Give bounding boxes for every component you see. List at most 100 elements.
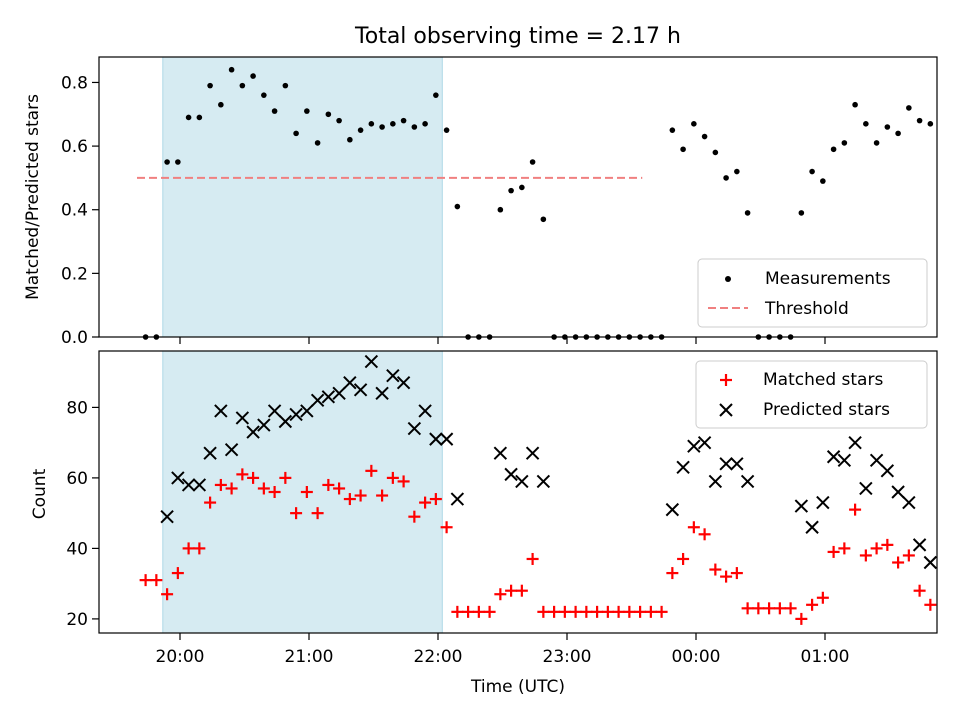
matched-star-point [709, 563, 722, 576]
matched-star-point [902, 549, 915, 562]
measurement-point [508, 187, 514, 194]
matched-star-point [580, 605, 593, 618]
legend-matched-marker [720, 374, 732, 386]
matched-star-point [655, 605, 668, 618]
predicted-star-point [504, 467, 518, 482]
matched-star-point [429, 493, 442, 506]
measurement-point [325, 111, 332, 118]
measurement-point [884, 124, 891, 130]
predicted-star-point [289, 407, 303, 422]
x-tick-label: 00:00 [672, 647, 721, 667]
predicted-star-point [730, 457, 744, 471]
matched-star-point [548, 605, 561, 618]
matched-star-point [161, 588, 174, 601]
matched-star-point [300, 486, 313, 498]
predicted-star-point [160, 509, 174, 524]
matched-star-point [408, 510, 421, 523]
measurement-point [863, 121, 869, 127]
predicted-star-point [697, 435, 712, 450]
measurement-point [218, 101, 224, 108]
measurement-point [680, 146, 686, 153]
top-panel: 0.0 0.2 0.4 0.6 0.8 Total observing time = 2… [23, 24, 938, 348]
measurement-point [669, 127, 676, 133]
matched-star-point [279, 471, 292, 484]
predicted-star-point [859, 481, 873, 496]
predicted-star-point [321, 390, 336, 404]
top-shaded-span [162, 56, 443, 338]
predicted-star-point [439, 432, 454, 446]
matched-star-point [150, 574, 163, 587]
bottom-x-ticks: 20:00 21:00 22:00 23:00 00:00 01:00 [156, 633, 850, 667]
measurement-point [314, 140, 321, 146]
top-plot-frame [98, 56, 938, 338]
top-x-ticks [179, 337, 826, 344]
matched-star-point [376, 489, 389, 502]
measurement-point [433, 92, 439, 98]
predicted-star-point [332, 386, 346, 401]
predicted-star-point [891, 485, 905, 499]
measurement-point [164, 159, 170, 165]
matched-star-point [397, 475, 410, 488]
matched-star-point [806, 598, 819, 611]
predicted-star-point [493, 446, 508, 460]
matched-star-point [419, 496, 432, 509]
legend-predicted-label: Predicted stars [763, 400, 890, 420]
matched-star-point [870, 542, 883, 555]
matched-star-point [182, 542, 195, 555]
predicted-star-point [171, 471, 185, 485]
matched-star-point [333, 482, 346, 495]
matched-star-point [537, 605, 550, 618]
matched-star-point [462, 605, 475, 618]
measurement-point [744, 210, 751, 216]
predicted-star-point [386, 368, 400, 383]
measurement-point [239, 82, 246, 89]
matched-star-point [859, 549, 872, 562]
matched-star-point [236, 468, 249, 481]
matched-star-point [451, 605, 464, 618]
matched-star-point [741, 602, 754, 615]
predicted-star-point [396, 376, 411, 390]
predicted-star-point [450, 492, 465, 506]
measurement-point [723, 175, 729, 181]
predicted-star-point [525, 446, 540, 460]
legend-matched-label: Matched stars [763, 370, 883, 390]
chart-title: Total observing time = 2.17 h [354, 24, 681, 49]
measurement-point [368, 121, 375, 127]
x-tick-label: 22:00 [414, 647, 463, 667]
y-tick-label: 0.0 [61, 328, 88, 348]
matched-star-point [204, 496, 217, 509]
matched-star-point [687, 521, 700, 534]
legend-threshold-label: Threshold [764, 299, 849, 319]
predicted-star-point [300, 404, 314, 418]
measurement-point [497, 206, 504, 213]
predicted-star-point [880, 464, 895, 478]
x-tick-label: 21:00 [285, 647, 334, 667]
matched-star-point [601, 605, 614, 618]
matched-star-point [913, 584, 926, 597]
matched-star-point [849, 503, 862, 516]
x-tick-label: 23:00 [543, 647, 592, 667]
measurement-point [927, 121, 934, 127]
matched-star-point [752, 602, 765, 615]
matched-star-point [494, 588, 507, 601]
matched-star-point [666, 567, 679, 580]
measurement-point [185, 114, 192, 121]
measurement-point [809, 168, 815, 175]
predicted-star-point [343, 376, 357, 390]
matched-star-point [763, 602, 776, 615]
matched-star-point [784, 602, 797, 615]
measurement-point [906, 105, 912, 111]
predicted-star-point [364, 354, 379, 369]
matched-star-point [483, 605, 496, 618]
matched-star-point [290, 507, 303, 520]
bottom-y-axis-label: Count [30, 468, 50, 519]
predicted-star-point [353, 383, 368, 397]
top-y-ticks: 0.0 0.2 0.4 0.6 0.8 [61, 73, 99, 348]
predicted-star-point [310, 393, 325, 408]
y-tick-label: 0.2 [61, 264, 88, 284]
predicted-star-point [224, 442, 239, 457]
top-legend-box [697, 258, 928, 328]
measurement-point [207, 82, 213, 89]
matched-star-point [386, 471, 399, 484]
bottom-y-ticks: 20 40 60 80 [66, 398, 99, 630]
